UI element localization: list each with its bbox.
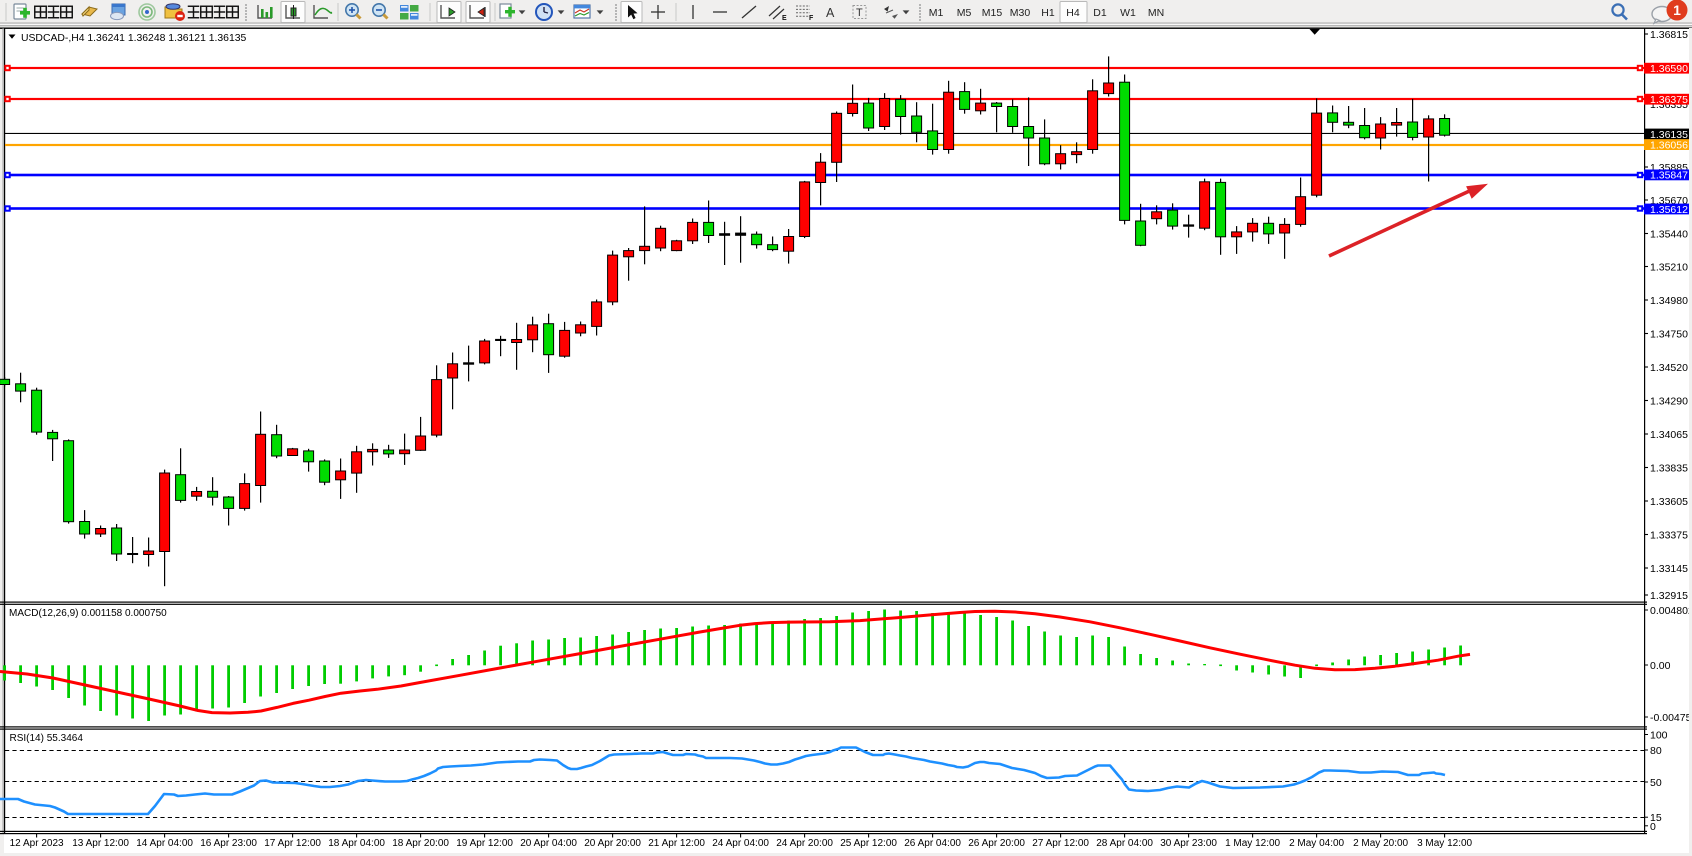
svg-text:28 Apr 04:00: 28 Apr 04:00 xyxy=(1096,838,1153,849)
svg-text:2 May 20:00: 2 May 20:00 xyxy=(1353,838,1408,849)
svg-text:RSI(14) 55.3464: RSI(14) 55.3464 xyxy=(10,733,84,744)
svg-text:80: 80 xyxy=(1650,745,1662,757)
svg-text:30 Apr 23:00: 30 Apr 23:00 xyxy=(1160,838,1217,849)
svg-text:12 Apr 2023: 12 Apr 2023 xyxy=(10,838,64,849)
svg-text:T: T xyxy=(856,7,863,19)
svg-text:1.36135: 1.36135 xyxy=(1650,129,1688,141)
svg-text:20 Apr 20:00: 20 Apr 20:00 xyxy=(584,838,641,849)
svg-text:M1: M1 xyxy=(929,7,944,19)
svg-text:F: F xyxy=(809,15,814,22)
svg-text:1.33835: 1.33835 xyxy=(1650,463,1688,475)
svg-text:18 Apr 04:00: 18 Apr 04:00 xyxy=(328,838,385,849)
svg-text:M15: M15 xyxy=(982,7,1003,19)
svg-text:1.36590: 1.36590 xyxy=(1650,63,1688,75)
svg-text:0: 0 xyxy=(1650,821,1656,833)
svg-text:100: 100 xyxy=(1650,730,1668,742)
svg-text:13 Apr 12:00: 13 Apr 12:00 xyxy=(72,838,129,849)
svg-text:H4: H4 xyxy=(1066,7,1080,19)
svg-text:A: A xyxy=(826,6,835,20)
svg-text:1.34980: 1.34980 xyxy=(1650,295,1688,307)
svg-text:1.34750: 1.34750 xyxy=(1650,329,1688,341)
svg-text:H1: H1 xyxy=(1041,7,1055,19)
svg-text:M5: M5 xyxy=(957,7,972,19)
svg-text:26 Apr 04:00: 26 Apr 04:00 xyxy=(904,838,961,849)
svg-text:25 Apr 12:00: 25 Apr 12:00 xyxy=(840,838,897,849)
svg-text:24 Apr 20:00: 24 Apr 20:00 xyxy=(776,838,833,849)
svg-text:19 Apr 12:00: 19 Apr 12:00 xyxy=(456,838,513,849)
svg-text:15: 15 xyxy=(1650,812,1662,824)
svg-text:USDCAD-,H4 1.36241 1.36248 1.: USDCAD-,H4 1.36241 1.36248 1.36121 1.361… xyxy=(21,33,247,44)
svg-text:1.36375: 1.36375 xyxy=(1650,94,1688,106)
svg-text:24 Apr 04:00: 24 Apr 04:00 xyxy=(712,838,769,849)
svg-text:0.004802: 0.004802 xyxy=(1650,605,1692,617)
svg-text:M30: M30 xyxy=(1010,7,1031,19)
svg-text:1: 1 xyxy=(1673,2,1681,18)
svg-text:17 Apr 12:00: 17 Apr 12:00 xyxy=(264,838,321,849)
svg-text:1.35612: 1.35612 xyxy=(1650,204,1688,216)
svg-text:0.00: 0.00 xyxy=(1650,660,1671,672)
svg-text:MACD(12,26,9) 0.001158 0.00075: MACD(12,26,9) 0.001158 0.000750 xyxy=(9,608,167,619)
svg-text:1.36815: 1.36815 xyxy=(1650,29,1688,41)
svg-text:1.33605: 1.33605 xyxy=(1650,496,1688,508)
svg-text:20 Apr 04:00: 20 Apr 04:00 xyxy=(520,838,577,849)
svg-text:1.32915: 1.32915 xyxy=(1650,590,1688,602)
svg-text:MN: MN xyxy=(1148,7,1164,19)
svg-text:1.36056: 1.36056 xyxy=(1650,139,1688,151)
svg-text:21 Apr 12:00: 21 Apr 12:00 xyxy=(648,838,705,849)
svg-text:2 May 04:00: 2 May 04:00 xyxy=(1289,838,1344,849)
svg-text:W1: W1 xyxy=(1120,7,1136,19)
svg-text:1.33375: 1.33375 xyxy=(1650,530,1688,542)
svg-text:3 May 12:00: 3 May 12:00 xyxy=(1417,838,1472,849)
svg-text:1.35210: 1.35210 xyxy=(1650,262,1688,274)
svg-text:E: E xyxy=(782,15,787,22)
svg-text:26 Apr 20:00: 26 Apr 20:00 xyxy=(968,838,1025,849)
svg-text:1.34290: 1.34290 xyxy=(1650,396,1688,408)
svg-text:1.34520: 1.34520 xyxy=(1650,362,1688,374)
svg-text:-0.004758: -0.004758 xyxy=(1650,712,1692,724)
svg-text:1 May 12:00: 1 May 12:00 xyxy=(1225,838,1280,849)
svg-text:50: 50 xyxy=(1650,777,1662,789)
svg-text:1.33145: 1.33145 xyxy=(1650,563,1688,575)
svg-text:D1: D1 xyxy=(1093,7,1107,19)
svg-text:1.35440: 1.35440 xyxy=(1650,229,1688,241)
svg-text:14 Apr 04:00: 14 Apr 04:00 xyxy=(136,838,193,849)
svg-text:16 Apr 23:00: 16 Apr 23:00 xyxy=(200,838,257,849)
svg-text:1.35847: 1.35847 xyxy=(1650,170,1688,182)
svg-text:27 Apr 12:00: 27 Apr 12:00 xyxy=(1032,838,1089,849)
svg-text:1.34065: 1.34065 xyxy=(1650,429,1688,441)
svg-text:18 Apr 20:00: 18 Apr 20:00 xyxy=(392,838,449,849)
